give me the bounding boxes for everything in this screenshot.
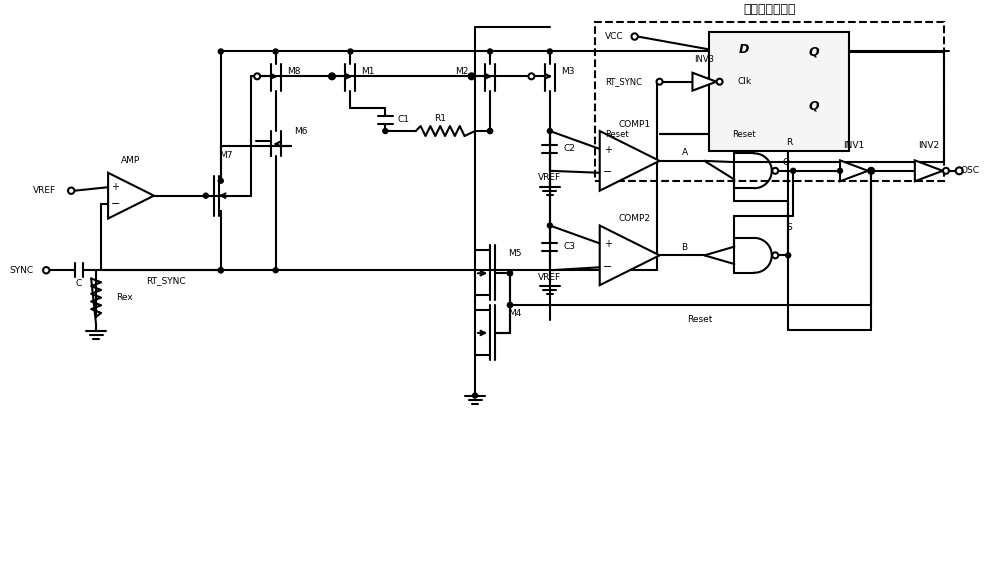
Circle shape bbox=[786, 253, 791, 258]
Bar bbox=[595, 22, 944, 181]
Text: M4: M4 bbox=[508, 309, 522, 317]
Circle shape bbox=[791, 168, 796, 173]
Circle shape bbox=[507, 302, 512, 308]
Text: RT_SYNC: RT_SYNC bbox=[146, 275, 186, 285]
Text: M1: M1 bbox=[362, 67, 375, 76]
Circle shape bbox=[43, 267, 49, 274]
Text: SYNC: SYNC bbox=[9, 266, 33, 275]
Text: R: R bbox=[786, 139, 792, 147]
Text: INV2: INV2 bbox=[918, 141, 939, 151]
Text: COMP2: COMP2 bbox=[619, 214, 651, 223]
Text: M3: M3 bbox=[561, 67, 575, 76]
Circle shape bbox=[956, 167, 963, 174]
Text: M2: M2 bbox=[455, 67, 469, 76]
Text: Q: Q bbox=[809, 99, 819, 112]
Circle shape bbox=[547, 223, 552, 228]
Circle shape bbox=[469, 74, 475, 79]
Circle shape bbox=[203, 193, 208, 198]
Circle shape bbox=[254, 74, 260, 79]
Text: OSC: OSC bbox=[961, 166, 980, 175]
Circle shape bbox=[547, 129, 552, 133]
Circle shape bbox=[507, 302, 512, 308]
Circle shape bbox=[868, 168, 874, 174]
Circle shape bbox=[383, 129, 388, 133]
Circle shape bbox=[507, 271, 512, 276]
Text: C1: C1 bbox=[397, 114, 409, 124]
Text: RT_SYNC: RT_SYNC bbox=[605, 77, 642, 86]
Text: M7: M7 bbox=[219, 151, 233, 160]
Circle shape bbox=[473, 393, 478, 398]
Polygon shape bbox=[840, 160, 868, 181]
Text: Reset: Reset bbox=[687, 316, 712, 324]
Text: M6: M6 bbox=[294, 126, 307, 136]
Text: INV3: INV3 bbox=[694, 55, 714, 64]
Circle shape bbox=[528, 74, 534, 79]
Text: C: C bbox=[76, 279, 82, 288]
Circle shape bbox=[348, 49, 353, 54]
Circle shape bbox=[772, 252, 778, 258]
Circle shape bbox=[218, 49, 223, 54]
Circle shape bbox=[68, 187, 74, 194]
Circle shape bbox=[547, 49, 552, 54]
Circle shape bbox=[218, 268, 223, 273]
Circle shape bbox=[507, 271, 512, 276]
Text: COMP1: COMP1 bbox=[619, 120, 651, 129]
Circle shape bbox=[488, 129, 493, 133]
Circle shape bbox=[488, 129, 493, 133]
Circle shape bbox=[838, 168, 843, 173]
Text: D: D bbox=[739, 43, 750, 56]
Text: VREF: VREF bbox=[538, 273, 561, 282]
Text: INV1: INV1 bbox=[843, 141, 865, 151]
Circle shape bbox=[868, 168, 873, 173]
Text: Reset: Reset bbox=[605, 130, 628, 139]
Text: VREF: VREF bbox=[538, 173, 561, 182]
Text: Q: Q bbox=[783, 158, 790, 167]
Polygon shape bbox=[108, 173, 154, 218]
Text: +: + bbox=[111, 182, 119, 192]
Text: +: + bbox=[604, 239, 612, 249]
Circle shape bbox=[469, 74, 474, 79]
Circle shape bbox=[329, 74, 334, 79]
Text: M5: M5 bbox=[508, 249, 522, 258]
Text: Rex: Rex bbox=[116, 293, 133, 302]
Polygon shape bbox=[600, 131, 660, 191]
Text: −: − bbox=[603, 262, 612, 271]
Text: M8: M8 bbox=[287, 67, 300, 76]
Circle shape bbox=[657, 79, 663, 85]
Text: 外同步时钟模块: 外同步时钟模块 bbox=[743, 3, 796, 16]
Circle shape bbox=[631, 33, 638, 40]
Circle shape bbox=[273, 49, 278, 54]
Circle shape bbox=[273, 268, 278, 273]
Circle shape bbox=[218, 268, 223, 273]
Text: A: A bbox=[681, 148, 688, 158]
Circle shape bbox=[868, 168, 873, 173]
Circle shape bbox=[218, 178, 223, 183]
Text: AMP: AMP bbox=[121, 156, 141, 166]
Text: C3: C3 bbox=[564, 242, 576, 251]
Polygon shape bbox=[915, 160, 943, 181]
Text: VREF: VREF bbox=[33, 186, 56, 195]
Text: B: B bbox=[681, 243, 688, 252]
Circle shape bbox=[943, 168, 949, 174]
Text: Q: Q bbox=[809, 45, 819, 58]
Circle shape bbox=[772, 168, 778, 174]
Circle shape bbox=[717, 79, 723, 85]
Text: Clk: Clk bbox=[737, 77, 751, 86]
Text: C2: C2 bbox=[564, 144, 576, 154]
Text: S: S bbox=[786, 223, 792, 232]
Polygon shape bbox=[600, 225, 660, 285]
Bar bbox=[709, 32, 849, 151]
Polygon shape bbox=[692, 73, 716, 91]
Circle shape bbox=[868, 168, 873, 173]
Text: Reset: Reset bbox=[733, 130, 756, 139]
Text: −: − bbox=[110, 200, 120, 209]
Text: −: − bbox=[603, 167, 612, 177]
Circle shape bbox=[488, 49, 493, 54]
Circle shape bbox=[329, 74, 335, 79]
Circle shape bbox=[868, 168, 873, 173]
Text: VCC: VCC bbox=[605, 32, 623, 41]
Text: +: + bbox=[604, 144, 612, 155]
Text: R1: R1 bbox=[434, 114, 446, 122]
